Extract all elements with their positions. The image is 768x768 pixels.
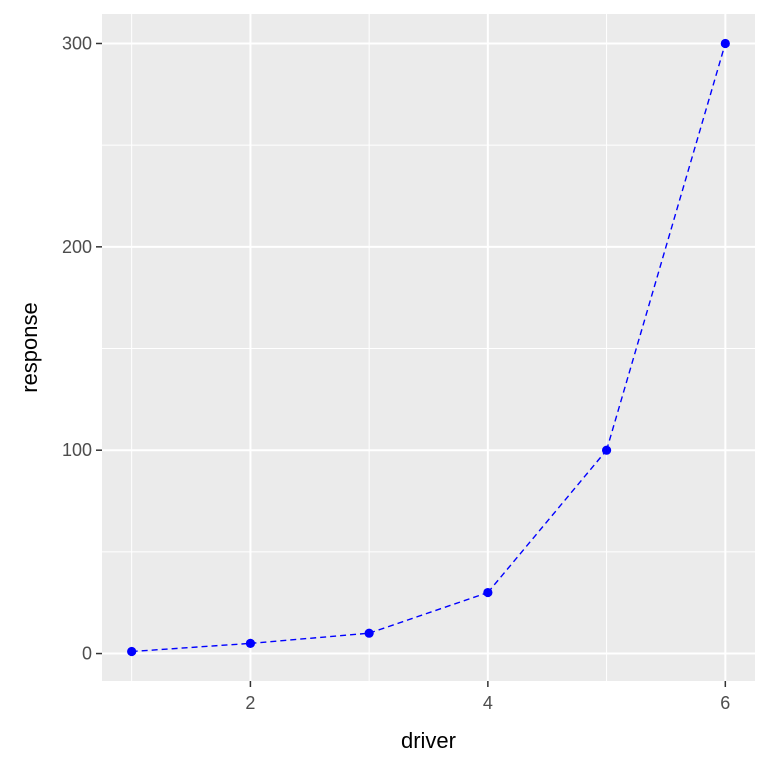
y-tick-label: 100 — [62, 440, 92, 460]
data-points — [127, 38, 730, 657]
data-point — [720, 38, 730, 49]
y-tick-label: 200 — [62, 237, 92, 257]
data-point — [245, 638, 256, 648]
data-point — [364, 628, 374, 638]
series-layer — [131, 43, 726, 653]
axes: 2 4 6 0 100 200 300 — [62, 33, 730, 713]
y-tick-label: 0 — [82, 644, 92, 664]
series-line-segment — [487, 449, 608, 593]
data-point — [127, 646, 137, 657]
grid-lines — [102, 14, 755, 681]
x-tick-label: 4 — [483, 693, 493, 713]
x-axis-title: driver — [401, 728, 456, 753]
series-line-segment — [605, 43, 726, 451]
x-tick-label: 2 — [245, 693, 255, 713]
y-axis-title: response — [17, 302, 42, 393]
panel-background — [102, 14, 755, 681]
series-line-segment — [368, 591, 489, 634]
data-point — [483, 587, 493, 598]
x-tick-label: 6 — [720, 693, 730, 713]
y-tick-label: 300 — [62, 33, 92, 53]
data-point — [601, 445, 612, 455]
plot-panel — [102, 14, 755, 681]
